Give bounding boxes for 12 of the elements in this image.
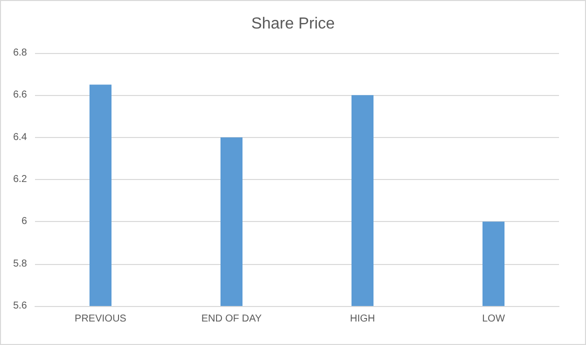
x-tick-label: END OF DAY [201, 314, 262, 324]
x-tick-label: PREVIOUS [74, 314, 127, 324]
y-tick-label: 6.4 [13, 132, 28, 143]
y-tick-label: 5.6 [13, 300, 28, 312]
y-tick-label: 6.2 [13, 174, 28, 185]
chart-title: Share Price [251, 16, 335, 32]
y-tick-label: 6 [21, 216, 28, 228]
y-tick-label: 6.8 [13, 48, 28, 58]
x-tick-label: LOW [482, 314, 506, 324]
y-tick-label: 5.8 [13, 258, 28, 270]
y-tick-label: 6.6 [13, 90, 28, 101]
x-tick-label: HIGH [350, 314, 375, 324]
